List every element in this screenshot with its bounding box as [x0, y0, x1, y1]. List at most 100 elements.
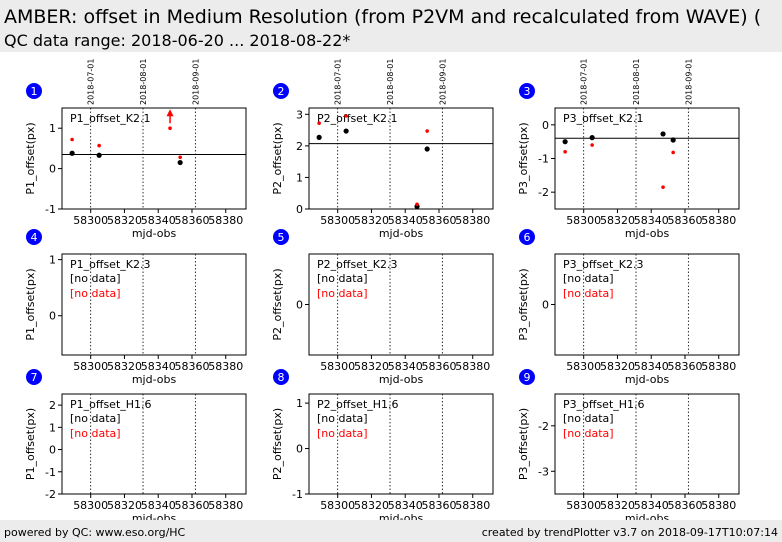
page-title: AMBER: offset in Medium Resolution (from… [4, 6, 762, 28]
panel-3-series-black-point-1 [562, 139, 568, 145]
panel-3-x-tick-label-4: 58360 [667, 214, 702, 227]
panel-1-series-red-point-2 [97, 143, 101, 148]
footer: powered by QC: www.eso.org/HC created by… [0, 520, 782, 542]
panel-9-y-tick-label-1: -3 [538, 465, 549, 478]
panel-3-date-label-2: 2018-08-01 [632, 59, 641, 106]
panel-8-x-tick-label-5: 58380 [455, 499, 490, 512]
panel-3-series-red-point-3 [661, 185, 665, 189]
panel-3-date-label-1: 2018-07-01 [580, 59, 589, 106]
panel-3-x-axis-label: mjd-obs [625, 227, 670, 240]
panel-9-x-tick-label-2: 58320 [600, 499, 635, 512]
panel-4-panel-label: P1_offset_K2.3 [70, 258, 150, 271]
panel-3-series-red-point-2 [590, 143, 594, 147]
panel-4-annotation-1: [no data] [70, 272, 121, 285]
panel-5-x-axis-label: mjd-obs [379, 373, 424, 386]
panel-6-y-tick-label-1: 0 [542, 299, 549, 312]
panel-3-x-tick-label-1: 58300 [566, 214, 601, 227]
panel-5-annotation-1: [no data] [317, 272, 368, 285]
panel-4-annotation-2: [no data] [70, 287, 121, 300]
panel-1-date-label-3: 2018-09-01 [191, 59, 200, 106]
panel-6-annotation-2: [no data] [563, 287, 614, 300]
panel-1-y-tick-label-2: 0 [49, 163, 56, 176]
panel-7-y-tick-label-4: 1 [49, 421, 56, 434]
panel-1-y-tick-label-1: -1 [45, 203, 56, 216]
panel-6-badge [519, 229, 535, 245]
panel-1-x-tick-label-4: 58360 [174, 214, 209, 227]
panel-2-date-label-1: 2018-07-01 [334, 59, 343, 106]
panel-7-x-tick-label-5: 58380 [208, 499, 243, 512]
panel-3-y-tick-label-2: -1 [538, 153, 549, 166]
panel-1-x-tick-label-3: 58340 [141, 214, 176, 227]
panel-3-series-black-point-3 [660, 131, 666, 137]
panel-8-y-axis-label: P2_offset(px) [271, 408, 284, 480]
panel-2-series-black-point-1 [316, 134, 322, 140]
panel-6-x-tick-label-4: 58360 [667, 360, 702, 373]
panel-3-series-black-point-2 [589, 135, 595, 141]
panel-6-panel-label: P3_offset_K2.3 [563, 258, 643, 271]
panel-1-y-tick-label-3: 1 [49, 122, 56, 135]
panel-2-y-tick-label-3: 2 [296, 140, 303, 153]
panel-9-x-tick-label-5: 58380 [701, 499, 736, 512]
panel-6-x-tick-label-1: 58300 [566, 360, 601, 373]
panel-1-badge-label: 1 [31, 85, 38, 98]
panel-8-x-tick-label-4: 58360 [421, 499, 456, 512]
panel-1-series-black-point-1 [69, 150, 75, 156]
panel-3-y-axis-label: P3_offset(px) [517, 122, 530, 194]
panel-3-badge [519, 83, 535, 99]
panel-3-x-tick-label-5: 58380 [701, 214, 736, 227]
panel-1-date-label-2: 2018-08-01 [139, 59, 148, 106]
panel-5-x-tick-label-2: 58320 [354, 360, 389, 373]
panel-5-badge [273, 229, 289, 245]
panel-4-y-axis-label: P1_offset(px) [24, 268, 37, 340]
panel-4-x-tick-label-3: 58340 [141, 360, 176, 373]
panel-9-panel-label: P3_offset_H1.6 [563, 398, 645, 411]
panel-3-series-red-point-1 [563, 149, 567, 154]
panel-7-panel-label: P1_offset_H1.6 [70, 398, 152, 411]
panel-2-panel-label: P2_offset_K2.1 [317, 112, 397, 125]
panel-9-y-tick-label-2: -2 [538, 420, 549, 433]
panel-1-series-red-point-3 [168, 126, 172, 130]
panel-6-x-axis-label: mjd-obs [625, 373, 670, 386]
panel-5-x-tick-label-4: 58360 [421, 360, 456, 373]
panel-4-x-tick-label-5: 58380 [208, 360, 243, 373]
panel-9-axes-frame [554, 393, 740, 495]
panel-3-panel-label: P3_offset_K2.1 [563, 112, 643, 125]
panel-1-y-axis-label: P1_offset(px) [24, 122, 37, 194]
panel-3-y-tick-label-1: -2 [538, 186, 549, 199]
page-subtitle: QC data range: 2018-06-20 ... 2018-08-22… [4, 31, 351, 50]
panel-5-y-tick-label-1: 0 [296, 299, 303, 312]
panel-3-series-red-point-4 [671, 150, 675, 155]
panel-8-annotation-2: [no data] [317, 427, 368, 440]
panel-2-x-tick-label-4: 58360 [421, 214, 456, 227]
panel-1-axes-frame [61, 107, 247, 210]
panel-4-axes-frame [61, 253, 247, 356]
panel-9-x-tick-label-3: 58340 [634, 499, 669, 512]
panel-6-badge-label: 6 [524, 231, 531, 244]
panel-7-axes-frame [61, 393, 247, 495]
panel-7-x-tick-label-1: 58300 [73, 499, 108, 512]
panel-1-series-black-point-3 [177, 159, 183, 166]
panel-7-y-tick-label-3: 0 [49, 444, 56, 457]
panel-8-y-tick-label-1: -1 [292, 488, 303, 501]
panel-4-badge-label: 4 [31, 231, 38, 244]
footer-created-by: created by trendPlotter v3.7 on 2018-09-… [481, 526, 778, 539]
footer-powered-by: powered by QC: www.eso.org/HC [4, 526, 186, 539]
panel-2-x-axis-label: mjd-obs [379, 227, 424, 240]
panel-2-series-black-point-2 [343, 128, 349, 134]
panel-2-y-axis-label: P2_offset(px) [271, 122, 284, 194]
panel-1-badge [26, 83, 42, 99]
panel-9-badge [519, 369, 535, 385]
panel-3-series-black-point-4 [670, 137, 676, 143]
panel-1-x-tick-label-1: 58300 [73, 214, 108, 227]
panel-7-badge-label: 7 [31, 371, 38, 384]
panel-9-y-axis-label: P3_offset(px) [517, 408, 530, 480]
panel-9-badge-label: 9 [524, 371, 531, 384]
panel-5-badge-label: 5 [278, 231, 285, 244]
panel-8-y-tick-label-2: 0 [296, 443, 303, 456]
panel-2-series-red-point-1 [317, 121, 321, 125]
panel-5-x-tick-label-5: 58380 [455, 360, 490, 373]
panel-5-x-tick-label-1: 58300 [320, 360, 355, 373]
panel-7-y-axis-label: P1_offset(px) [24, 408, 37, 480]
panel-1-date-label-1: 2018-07-01 [87, 59, 96, 106]
